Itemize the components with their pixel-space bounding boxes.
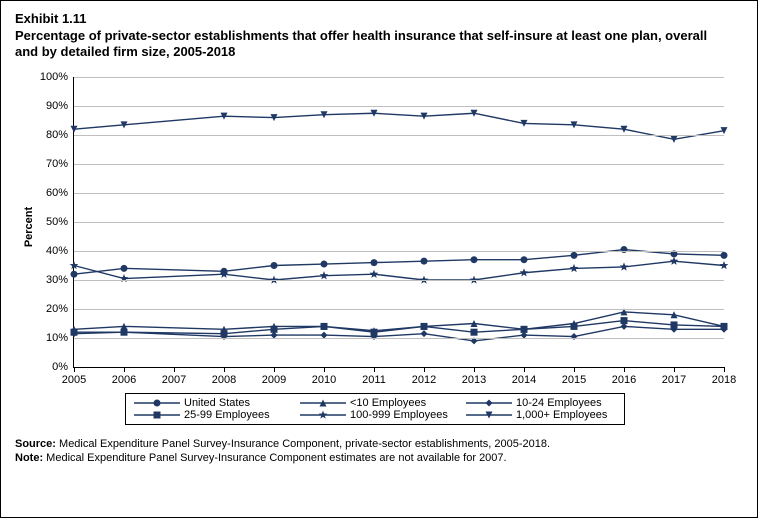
ytick-label: 80% <box>46 129 68 141</box>
legend-item: 10-24 Employees <box>466 397 616 409</box>
legend-item: United States <box>134 397 284 409</box>
ytick-label: 60% <box>46 187 68 199</box>
xtick-label: 2017 <box>662 374 686 386</box>
xtick <box>124 367 125 372</box>
xtick-label: 2005 <box>62 374 86 386</box>
ytick-label: 30% <box>46 274 68 286</box>
legend-marker-icon <box>300 397 346 409</box>
xtick <box>174 367 175 372</box>
source-line: Source: Medical Expenditure Panel Survey… <box>15 437 743 451</box>
ytick-label: 100% <box>40 71 68 83</box>
ytick-label: 10% <box>46 332 68 344</box>
xtick <box>274 367 275 372</box>
xtick <box>374 367 375 372</box>
source-text: Medical Expenditure Panel Survey-Insuran… <box>56 438 550 450</box>
note-text: Medical Expenditure Panel Survey-Insuran… <box>43 452 506 464</box>
ytick-label: 70% <box>46 158 68 170</box>
ytick-label: 50% <box>46 216 68 228</box>
footer: Source: Medical Expenditure Panel Survey… <box>15 437 743 466</box>
legend-label: <10 Employees <box>350 397 426 409</box>
ytick-label: 40% <box>46 245 68 257</box>
page: Exhibit 1.11 Percentage of private-secto… <box>0 0 758 518</box>
legend-item: <10 Employees <box>300 397 450 409</box>
gridline <box>74 280 724 281</box>
legend-item: 1,000+ Employees <box>466 409 616 421</box>
xtick-label: 2016 <box>612 374 636 386</box>
legend-row: 25-99 Employees 100-999 Employees 1,000+… <box>134 409 616 421</box>
xtick-label: 2015 <box>562 374 586 386</box>
gridline <box>74 193 724 194</box>
xtick <box>224 367 225 372</box>
xtick-label: 2013 <box>462 374 486 386</box>
xtick <box>624 367 625 372</box>
xtick <box>524 367 525 372</box>
xtick <box>324 367 325 372</box>
gridline <box>74 251 724 252</box>
y-axis-label: Percent <box>23 206 35 246</box>
chart: Percent 0%10%20%30%40%50%60%70%80%90%100… <box>15 67 735 427</box>
xtick-label: 2012 <box>412 374 436 386</box>
gridline <box>74 338 724 339</box>
legend-label: 100-999 Employees <box>350 409 448 421</box>
xtick <box>74 367 75 372</box>
ytick-label: 0% <box>52 361 68 373</box>
series-line <box>74 261 724 280</box>
source-label: Source: <box>15 438 56 450</box>
note-line: Note: Medical Expenditure Panel Survey-I… <box>15 451 743 465</box>
xtick <box>474 367 475 372</box>
gridline <box>74 164 724 165</box>
xtick <box>574 367 575 372</box>
xtick-label: 2010 <box>312 374 336 386</box>
legend-label: United States <box>184 397 250 409</box>
exhibit-label: Exhibit 1.11 <box>15 11 743 26</box>
legend-label: 1,000+ Employees <box>516 409 607 421</box>
plot-area: 0%10%20%30%40%50%60%70%80%90%100%2005200… <box>73 77 724 368</box>
legend-marker-icon <box>134 397 180 409</box>
legend-label: 25-99 Employees <box>184 409 270 421</box>
legend-marker-icon <box>300 409 346 421</box>
xtick-label: 2011 <box>362 374 386 386</box>
gridline <box>74 135 724 136</box>
gridline <box>74 106 724 107</box>
ytick-label: 90% <box>46 100 68 112</box>
xtick-label: 2007 <box>162 374 186 386</box>
title-line-2: and by detailed firm size, 2005-2018 <box>15 44 235 59</box>
legend-row: United States <10 Employees 10-24 Employ… <box>134 397 616 409</box>
note-label: Note: <box>15 452 43 464</box>
legend-marker-icon <box>134 409 180 421</box>
gridline <box>74 222 724 223</box>
legend-marker-icon <box>466 409 512 421</box>
xtick-label: 2018 <box>712 374 736 386</box>
xtick <box>674 367 675 372</box>
xtick-label: 2008 <box>212 374 236 386</box>
title-line-1: Percentage of private-sector establishme… <box>15 28 707 43</box>
chart-title: Percentage of private-sector establishme… <box>15 28 743 61</box>
gridline <box>74 309 724 310</box>
xtick-label: 2009 <box>262 374 286 386</box>
xtick <box>724 367 725 372</box>
legend-marker-icon <box>466 397 512 409</box>
xtick-label: 2006 <box>112 374 136 386</box>
xtick-label: 2014 <box>512 374 536 386</box>
xtick <box>424 367 425 372</box>
legend: United States <10 Employees 10-24 Employ… <box>125 393 625 425</box>
legend-label: 10-24 Employees <box>516 397 602 409</box>
ytick-label: 20% <box>46 303 68 315</box>
legend-item: 100-999 Employees <box>300 409 450 421</box>
gridline <box>74 77 724 78</box>
legend-item: 25-99 Employees <box>134 409 284 421</box>
